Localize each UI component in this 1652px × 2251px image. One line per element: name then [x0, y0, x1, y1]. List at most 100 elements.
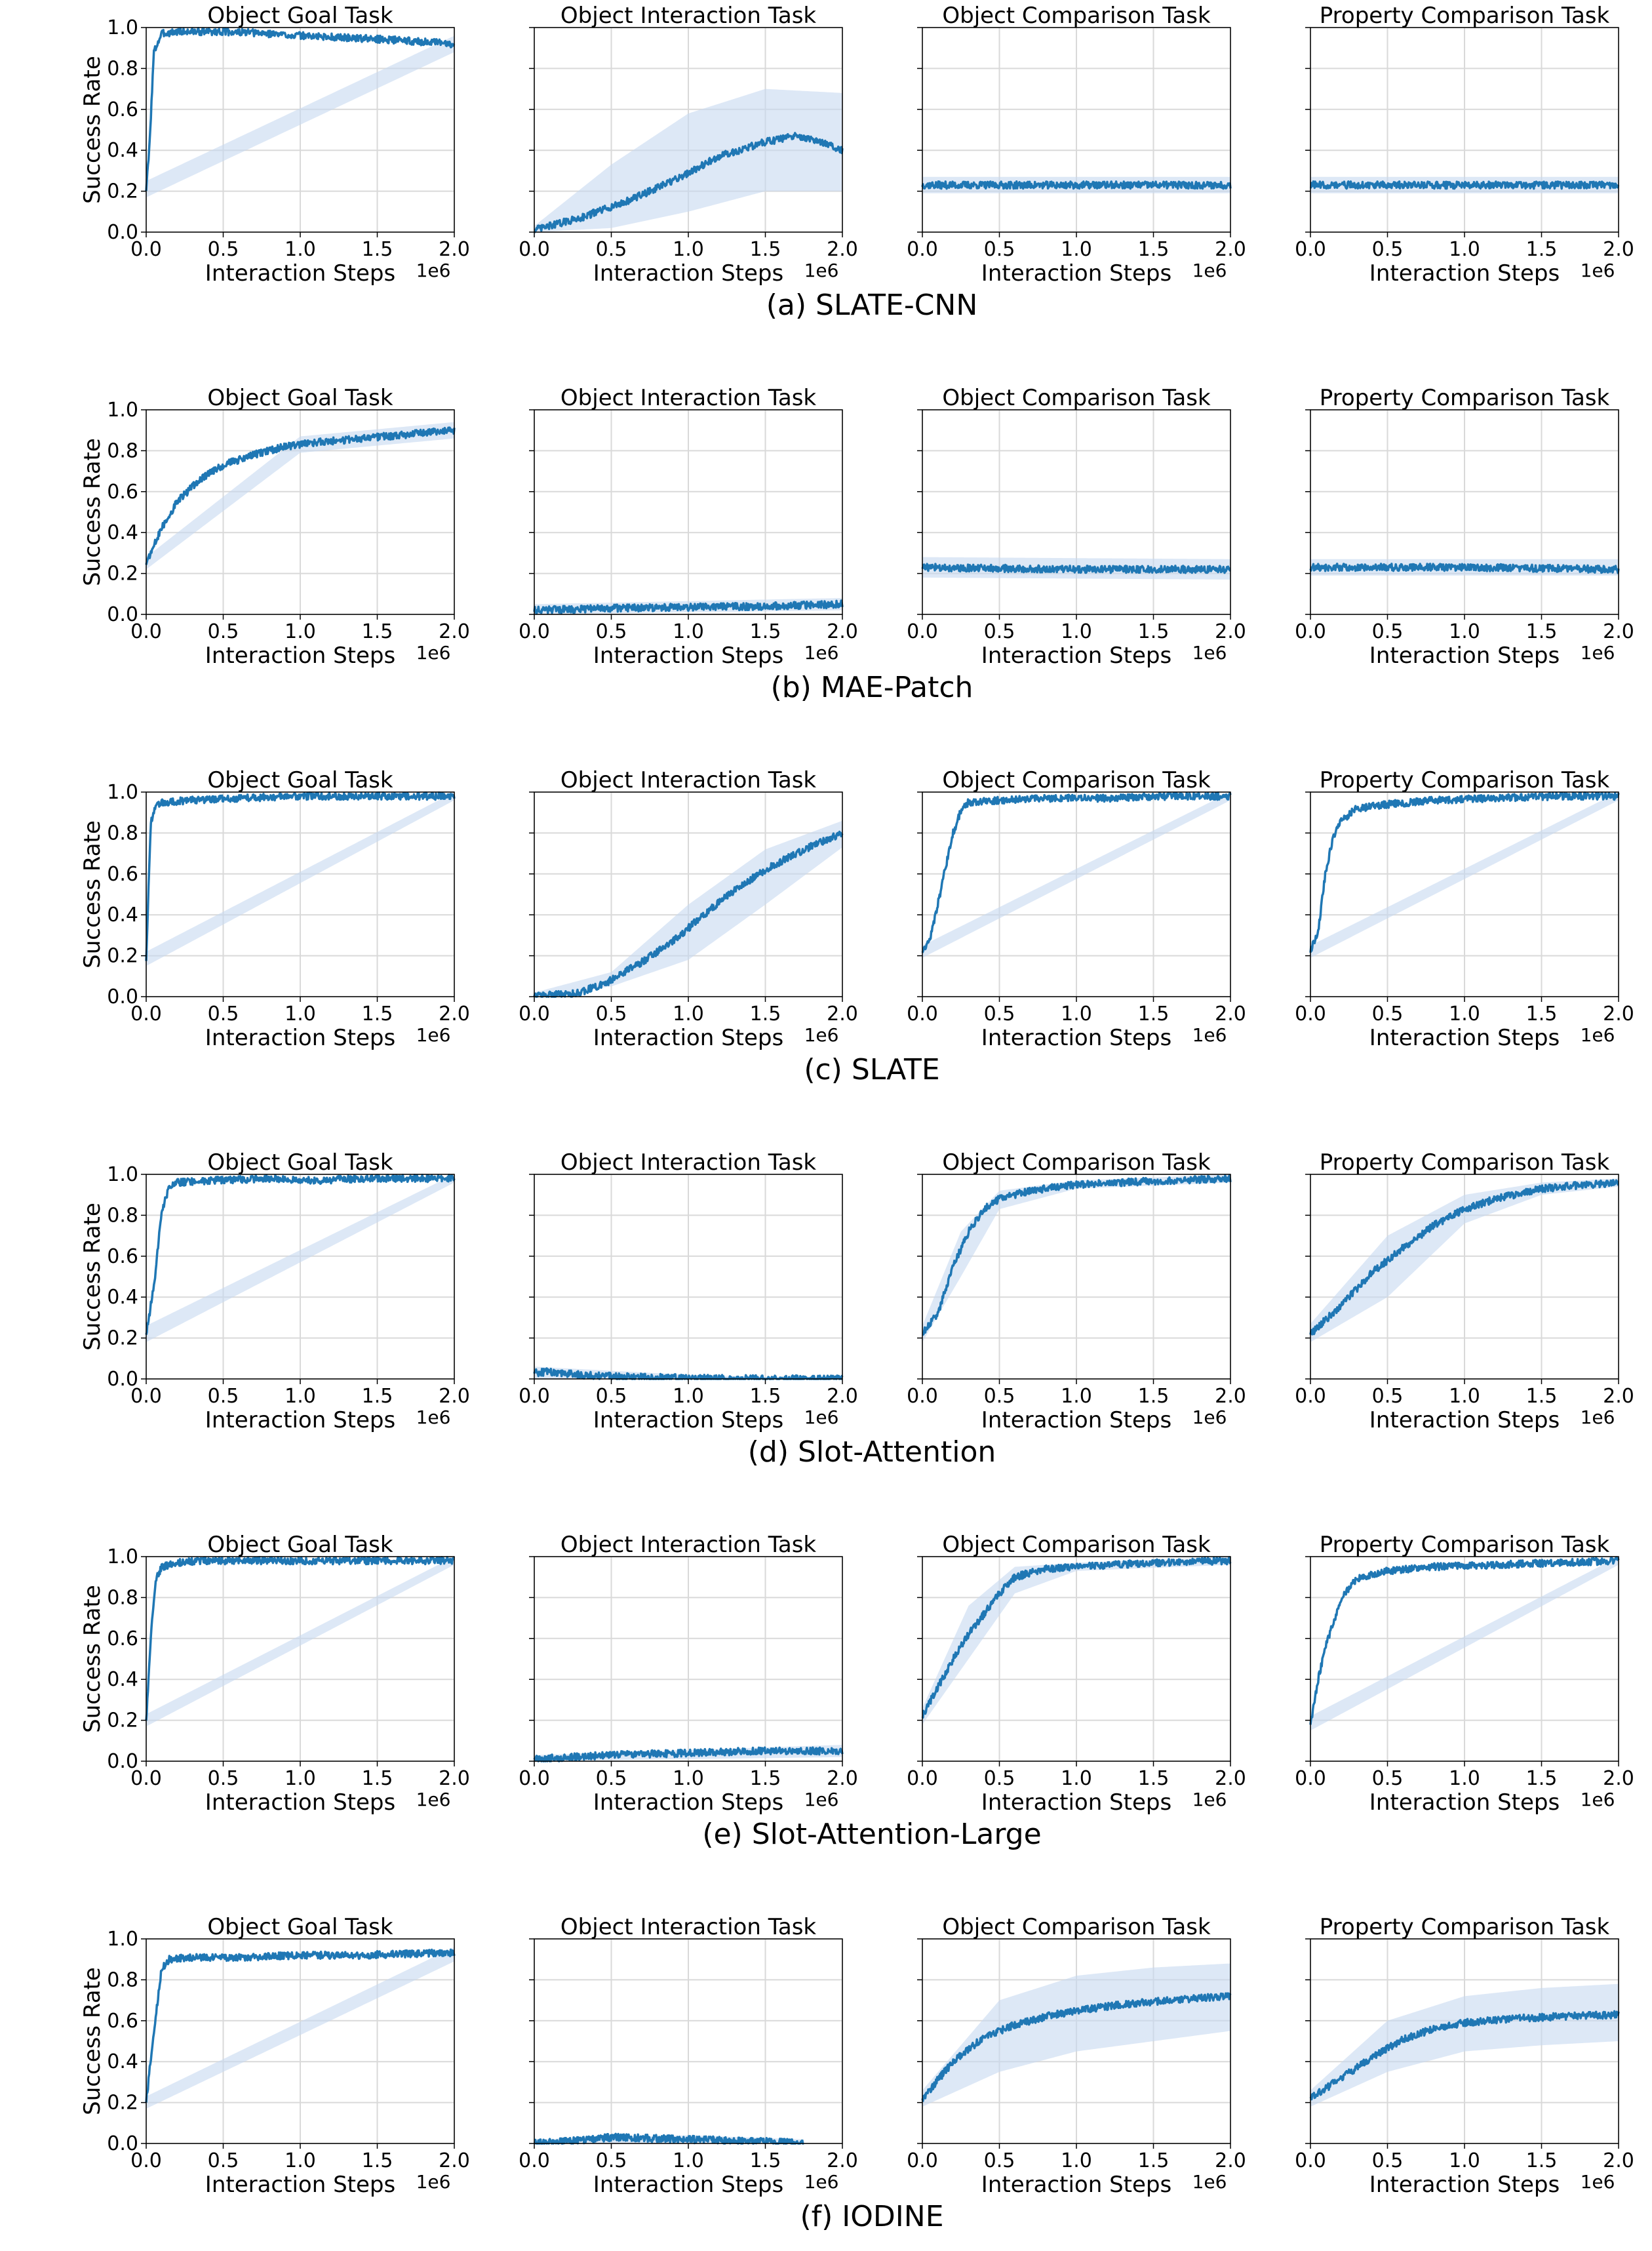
- y-tick-label: 1.0: [107, 1545, 138, 1568]
- y-axis-label: Success Rate: [79, 438, 106, 586]
- panel-title: Object Interaction Task: [560, 767, 816, 793]
- x-tick-label: 2.0: [439, 238, 470, 261]
- x-tick-label: 0.5: [984, 2149, 1015, 2172]
- x-tick-label: 1.5: [1526, 1003, 1558, 1026]
- x-tick-label: 1.5: [362, 238, 393, 261]
- x-tick-label: 1.5: [1526, 1385, 1558, 1408]
- chart-panel: 0.0 0.5 1.0 1.5 2.0 Object Interaction Task In…: [519, 767, 858, 1051]
- y-tick-label: 0.6: [107, 1245, 138, 1268]
- x-scale-label: 1e6: [1581, 1406, 1615, 1428]
- x-tick-label: 0.5: [984, 238, 1015, 261]
- x-tick-label: 1.0: [285, 2149, 316, 2172]
- confidence-band: [534, 820, 842, 997]
- x-axis-label: Interaction Steps: [593, 260, 783, 287]
- y-tick-label: 1.0: [107, 16, 138, 39]
- x-tick-label: 1.5: [750, 2149, 781, 2172]
- x-tick-label: 2.0: [1603, 238, 1634, 261]
- panel-title: Object Goal Task: [207, 3, 393, 29]
- x-scale-label: 1e6: [1192, 260, 1227, 281]
- x-tick-label: 1.5: [1138, 1767, 1170, 1790]
- chart-group: 0.0 0.5 1.0 1.5 2.0 0.0 0.2 0.4 0.6 0.8 1.0 Object …: [79, 1914, 1634, 2233]
- x-tick-label: 1.5: [1138, 2149, 1170, 2172]
- x-tick-label: 1.0: [1061, 1385, 1092, 1408]
- chart-group: 0.0 0.5 1.0 1.5 2.0 0.0 0.2 0.4 0.6 0.8 1.0 Object …: [79, 767, 1634, 1086]
- x-tick-label: 0.0: [907, 1767, 938, 1790]
- x-axis-label: Interaction Steps: [593, 643, 783, 669]
- x-tick-label: 0.5: [1372, 620, 1404, 643]
- chart-panel: 0.0 0.5 1.0 1.5 2.0 0.0 0.2 0.4 0.6 0.8 1.0 Object …: [79, 385, 470, 669]
- y-tick-label: 0.8: [107, 822, 138, 845]
- confidence-band: [146, 1557, 454, 1726]
- x-tick-label: 1.0: [1061, 1767, 1092, 1790]
- chart-panel: 0.0 0.5 1.0 1.5 2.0 Object Comparison Task Int…: [907, 1532, 1246, 1816]
- chart-panel: 0.0 0.5 1.0 1.5 2.0 0.0 0.2 0.4 0.6 0.8 1.0 Object …: [79, 767, 470, 1051]
- x-tick-label: 2.0: [439, 1385, 470, 1408]
- chart-group: 0.0 0.5 1.0 1.5 2.0 0.0 0.2 0.4 0.6 0.8 1.0 Object …: [79, 1532, 1634, 1851]
- x-tick-label: 2.0: [827, 1003, 858, 1026]
- x-axis-label: Interaction Steps: [981, 1789, 1171, 1816]
- confidence-band: [1310, 792, 1619, 958]
- y-tick-label: 0.6: [107, 2010, 138, 2033]
- group-caption: (e) Slot-Attention-Large: [702, 1818, 1041, 1851]
- x-scale-label: 1e6: [804, 2171, 839, 2193]
- x-tick-label: 2.0: [439, 1767, 470, 1790]
- x-tick-label: 0.5: [596, 1003, 627, 1026]
- x-tick-label: 2.0: [1603, 620, 1634, 643]
- x-axis-label: Interaction Steps: [981, 2172, 1171, 2198]
- chart-panel: 0.0 0.5 1.0 1.5 2.0 Object Interaction Task In…: [519, 385, 858, 669]
- x-tick-label: 2.0: [1603, 1385, 1634, 1408]
- x-tick-label: 1.5: [1526, 1767, 1558, 1790]
- x-scale-label: 1e6: [1581, 2171, 1615, 2193]
- series-line: [534, 132, 844, 233]
- x-tick-label: 0.0: [519, 620, 550, 643]
- panel-title: Property Comparison Task: [1320, 385, 1610, 411]
- x-tick-label: 1.5: [750, 620, 781, 643]
- panel-title: Object Comparison Task: [942, 1914, 1211, 1940]
- x-tick-label: 0.0: [907, 238, 938, 261]
- y-axis-label: Success Rate: [79, 1585, 106, 1733]
- chart-group: 0.0 0.5 1.0 1.5 2.0 0.0 0.2 0.4 0.6 0.8 1.0 Object …: [79, 3, 1634, 322]
- x-tick-label: 2.0: [1215, 620, 1246, 643]
- x-tick-label: 2.0: [827, 2149, 858, 2172]
- chart-group: 0.0 0.5 1.0 1.5 2.0 0.0 0.2 0.4 0.6 0.8 1.0 Object …: [79, 385, 1634, 704]
- x-axis-label: Interaction Steps: [981, 260, 1171, 287]
- panel-title: Object Comparison Task: [942, 385, 1211, 411]
- x-tick-label: 0.5: [208, 620, 239, 643]
- series-line: [1309, 180, 1620, 190]
- x-tick-label: 1.0: [673, 1767, 704, 1790]
- confidence-band: [922, 1557, 1230, 1724]
- confidence-band: [146, 1947, 454, 2109]
- x-scale-label: 1e6: [804, 642, 839, 664]
- panel-title: Object Interaction Task: [560, 1914, 816, 1940]
- x-tick-label: 2.0: [1603, 1767, 1634, 1790]
- x-tick-label: 1.5: [1526, 620, 1558, 643]
- y-tick-label: 0.4: [107, 1286, 138, 1309]
- panel-title: Object Comparison Task: [942, 1149, 1211, 1176]
- x-scale-label: 1e6: [1581, 260, 1615, 281]
- x-tick-label: 2.0: [827, 1385, 858, 1408]
- confidence-band: [1310, 1557, 1619, 1731]
- series-line: [1309, 563, 1620, 574]
- y-axis-label: Success Rate: [79, 1203, 106, 1351]
- y-tick-label: 0.6: [107, 863, 138, 886]
- y-axis-label: Success Rate: [79, 1967, 106, 2115]
- panel-title: Object Interaction Task: [560, 1532, 816, 1558]
- series-line: [921, 180, 1232, 190]
- x-tick-label: 0.0: [907, 1003, 938, 1026]
- x-tick-label: 0.0: [1295, 2149, 1326, 2172]
- x-tick-label: 0.0: [907, 1385, 938, 1408]
- x-axis-label: Interaction Steps: [593, 1789, 783, 1816]
- y-tick-label: 0.6: [107, 98, 138, 121]
- x-tick-label: 1.0: [1449, 1385, 1480, 1408]
- y-tick-label: 1.0: [107, 1928, 138, 1951]
- series-line: [921, 563, 1231, 574]
- series-line: [1309, 1179, 1619, 1336]
- panel-title: Object Goal Task: [207, 1532, 393, 1558]
- series-line: [921, 1556, 1232, 1719]
- confidence-band: [534, 89, 842, 232]
- confidence-band: [922, 792, 1230, 958]
- x-tick-label: 0.0: [519, 1003, 550, 1026]
- y-tick-label: 1.0: [107, 399, 138, 422]
- x-tick-label: 1.5: [362, 1003, 393, 1026]
- x-axis-label: Interaction Steps: [593, 2172, 783, 2198]
